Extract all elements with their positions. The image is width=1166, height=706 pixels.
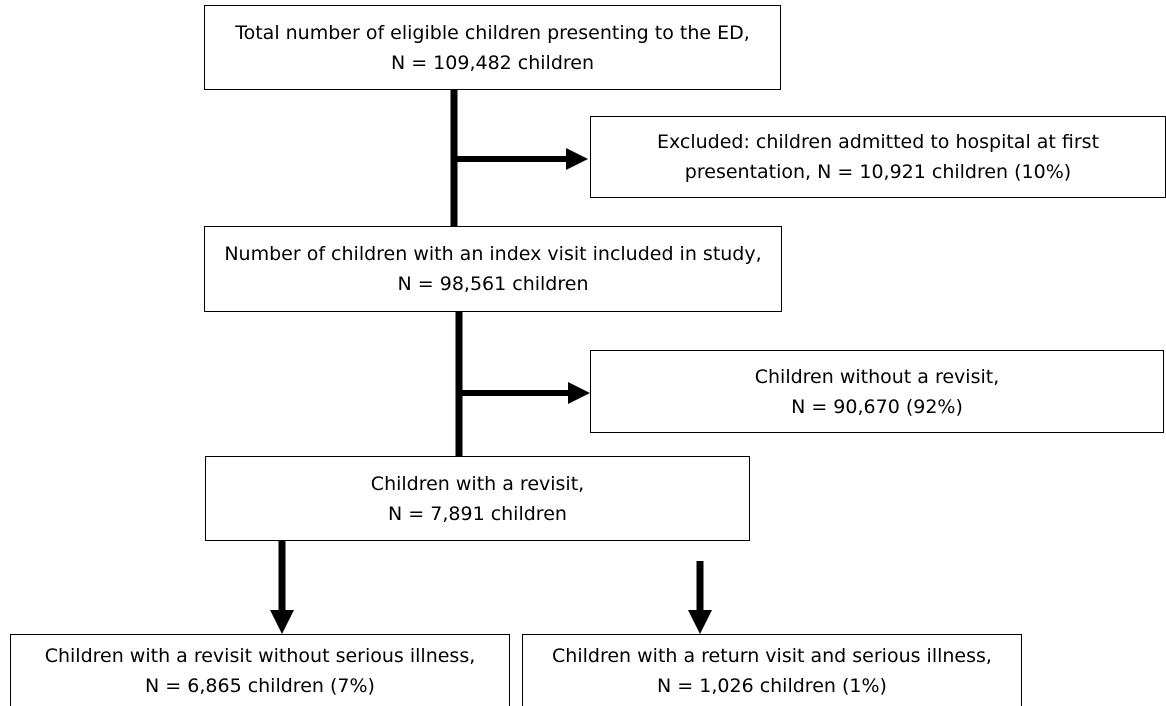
arrowhead-to-excluded [566, 148, 588, 170]
node-no-serious-illness: Children with a revisit without serious … [10, 634, 510, 706]
node-index-line1: Number of children with an index visit i… [224, 243, 762, 265]
node-serious-line2: N = 1,026 children (1%) [657, 674, 887, 697]
node-no-serious-line1: Children with a revisit without serious … [44, 644, 476, 667]
node-excluded: Excluded: children admitted to hospital … [590, 116, 1166, 198]
node-total-eligible: Total number of eligible children presen… [204, 5, 781, 90]
node-revisit-line1: Children with a revisit, [370, 472, 585, 495]
node-serious-line1: Children with a return visit and serious… [552, 644, 992, 667]
node-revisit: Children with a revisit, N = 7,891 child… [205, 456, 750, 541]
node-excluded-line1: Excluded: children admitted to hospital … [656, 131, 1100, 153]
node-no-serious-line2: N = 6,865 children (7%) [145, 674, 375, 697]
node-total-line1: Total number of eligible children presen… [235, 21, 750, 44]
node-no-revisit-line1: Children without a revisit, [754, 365, 1000, 388]
node-no-revisit-line2: N = 90,670 (92%) [791, 395, 963, 418]
node-excluded-line2: presentation, N = 10,921 children (10%) [684, 161, 1072, 183]
arrowhead-to-serious [688, 610, 712, 634]
arrowhead-to-no-serious [270, 610, 294, 634]
node-index-line2: N = 98,561 children [397, 273, 589, 295]
arrowhead-to-no-revisit [568, 382, 590, 404]
node-revisit-line2: N = 7,891 children [388, 502, 567, 525]
node-index-visit: Number of children with an index visit i… [204, 226, 782, 312]
node-serious-illness: Children with a return visit and serious… [522, 634, 1022, 706]
node-total-line2: N = 109,482 children [390, 51, 595, 74]
node-no-revisit: Children without a revisit, N = 90,670 (… [590, 350, 1164, 433]
